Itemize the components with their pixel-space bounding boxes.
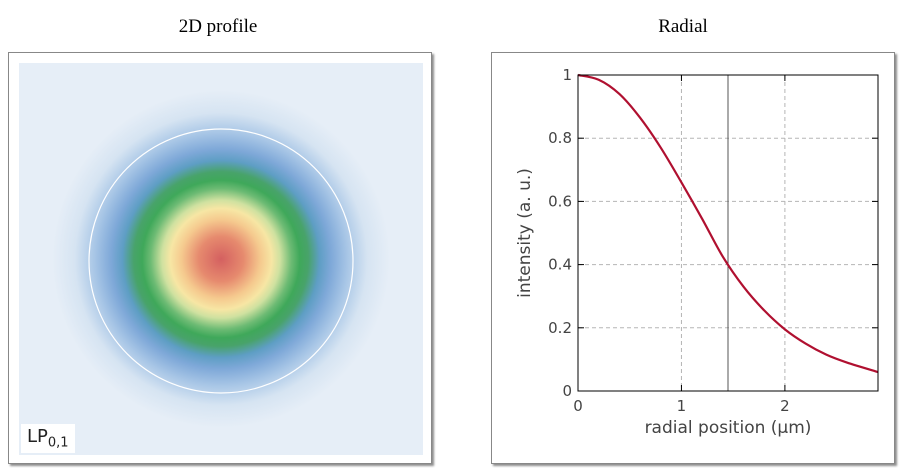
mode-label-sub: 0,1 [47, 436, 69, 451]
radial-panel: 0 1 2 0 0.2 0.4 0.6 0.8 1 radial position (µm) i… [491, 52, 895, 464]
y-tick-label: 1 [562, 66, 572, 84]
profile-panel: LP0,1 [8, 52, 432, 464]
plot-frame [577, 74, 879, 392]
mode-label-main: LP [27, 426, 48, 448]
y-tick-label: 0.2 [548, 319, 572, 337]
x-tick-label: 0 [573, 397, 583, 415]
x-tick-label: 2 [780, 397, 790, 415]
right-title: Radial [658, 16, 708, 37]
y-axis-label: intensity (a. u.) [515, 168, 535, 298]
profile-overlay [88, 128, 354, 394]
y-tick-label: 0.6 [548, 192, 572, 210]
mode-field-circle [88, 128, 354, 394]
y-tick-label: 0.4 [548, 256, 572, 274]
left-title: 2D profile [178, 16, 258, 37]
intensity-profile-image [19, 63, 423, 455]
radial-chart: 0 1 2 0 0.2 0.4 0.6 0.8 1 radial position (µm) i… [515, 66, 879, 438]
y-tick-label: 0.8 [548, 129, 572, 147]
y-tick-label: 0 [562, 382, 572, 400]
x-axis-label: radial position (µm) [645, 418, 812, 438]
ticks: 0 1 2 0 0.2 0.4 0.6 0.8 1 [548, 66, 878, 415]
mode-label: LP0,1 [21, 424, 75, 453]
series-line [577, 73, 879, 374]
x-tick-label: 1 [677, 397, 687, 415]
